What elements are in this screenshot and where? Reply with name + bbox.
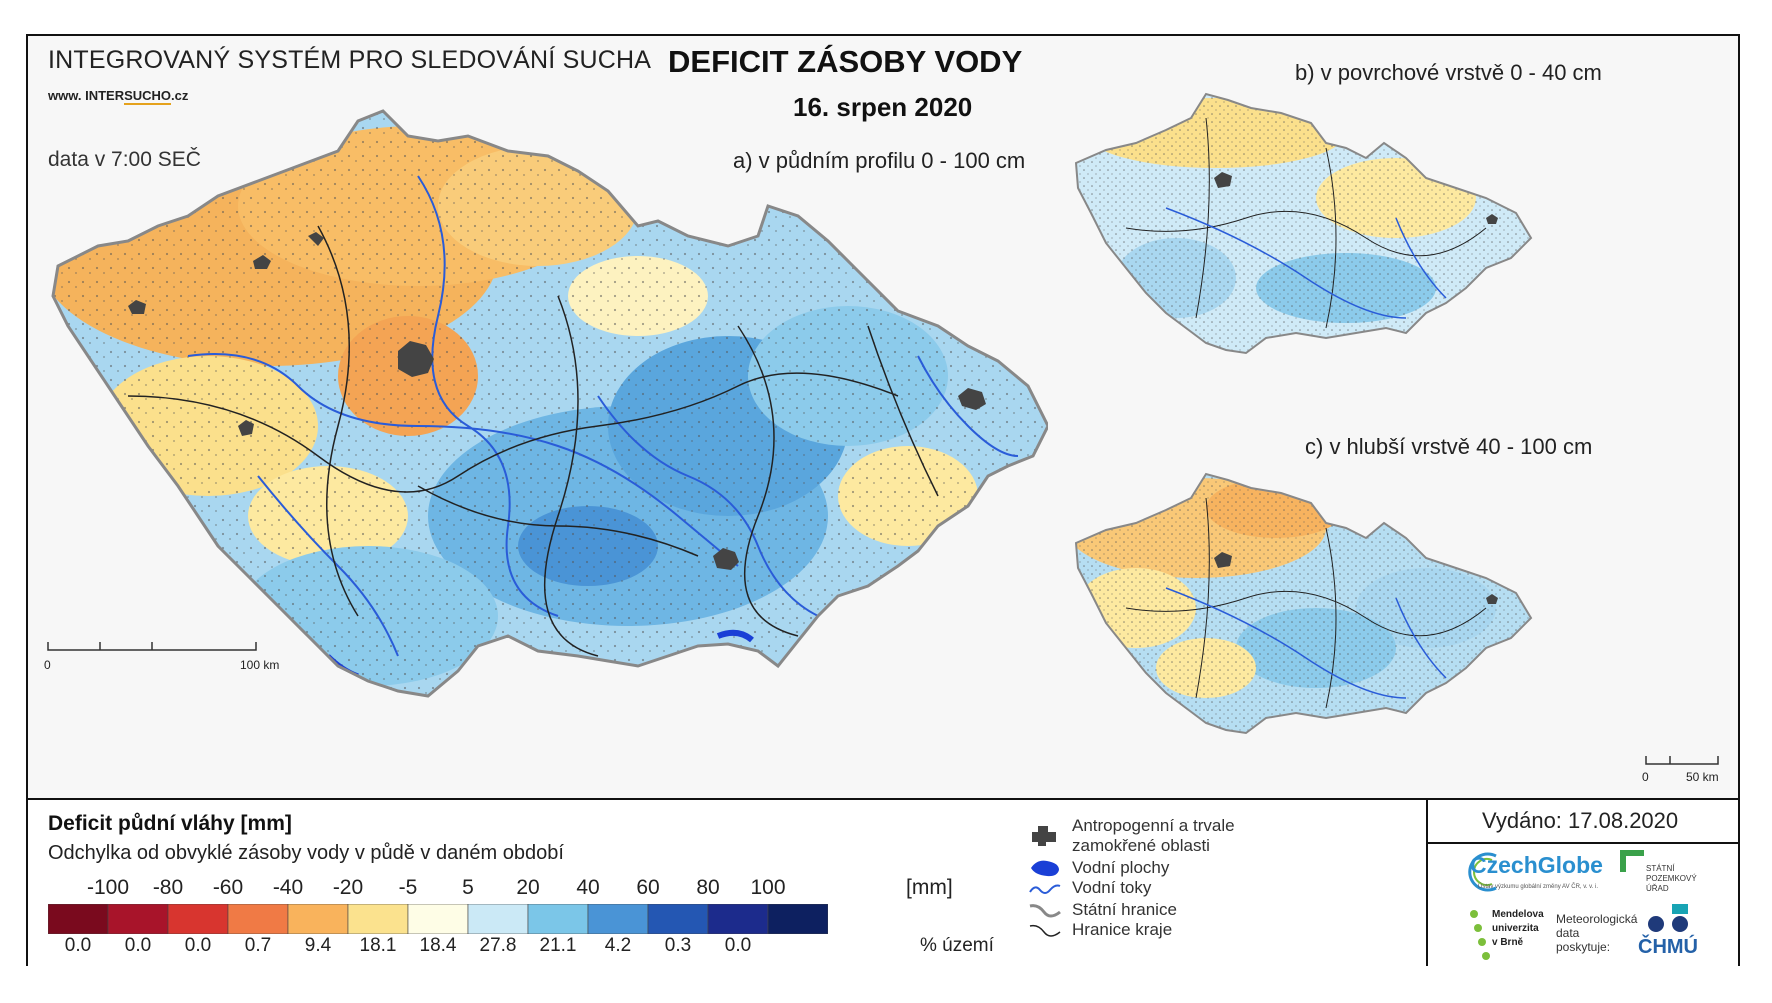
water-body-icon [1031, 860, 1059, 877]
legend-tick: -5 [398, 876, 418, 899]
mendel-line-2: univerzita [1492, 923, 1539, 934]
scale-bar-small [1645, 756, 1719, 765]
map-a-label: a) v půdním profilu 0 - 100 cm [733, 148, 1026, 173]
url-brand-b: SUCHO [124, 88, 172, 105]
colorbar-segment [227, 904, 289, 934]
czechglobe-subtitle: Ústav výzkumu globální změny AV ČR, v. v… [1478, 884, 1599, 890]
met-line-2: data [1556, 926, 1580, 940]
legend-pct-unit: % území [920, 935, 994, 956]
map-a [51, 109, 1048, 698]
legend-tick: 20 [516, 876, 540, 899]
mendel-logo-icon [1470, 910, 1490, 960]
map-b-label: b) v povrchové vrstvě 0 - 40 cm [1295, 60, 1602, 85]
met-data-note: Meteorologická data poskytuje: [1556, 912, 1637, 954]
legend-title: Deficit půdní vláhy [mm] [48, 812, 292, 835]
legend-tick: 100 [750, 876, 786, 899]
legend-percentage: 9.4 [304, 935, 332, 956]
legend-percentage: 0.0 [184, 935, 212, 956]
chmu-logo: ČHMÚ [1638, 936, 1698, 958]
legend-percentage: 27.8 [479, 935, 517, 956]
czechglobe-logo-icon [1468, 852, 1497, 892]
legend-percentage: 0.0 [724, 935, 752, 956]
mendel-line-3: v Brně [1492, 937, 1524, 948]
chmu-logo-icon [1648, 904, 1688, 932]
colorbar-segment [107, 904, 169, 934]
legend-percentage: 18.4 [419, 935, 457, 956]
system-title: INTEGROVANÝ SYSTÉM PRO SLEDOVÁNÍ SUCHA [48, 46, 652, 74]
colorbar-segment [167, 904, 229, 934]
issued-divider [1428, 842, 1738, 844]
colorbar-segment [647, 904, 709, 934]
spu-line-1: STÁTNÍ [1646, 864, 1675, 873]
legend-colorbar [48, 904, 828, 934]
colorbar-segment [527, 904, 589, 934]
map-frame: INTEGROVANÝ SYSTÉM PRO SLEDOVÁNÍ SUCHA w… [26, 34, 1740, 968]
czechglobe-logo: CzechGlobe [1470, 852, 1603, 878]
colorbar-segment [467, 904, 529, 934]
legend-tick: -20 [332, 876, 364, 899]
map-b [1074, 92, 1533, 355]
symbol-river-label: Vodní toky [1072, 878, 1152, 897]
legend-subtitle: Odchylka od obvyklé zásoby vody v půdě v… [48, 842, 564, 864]
legend-percentage: 0.0 [124, 935, 152, 956]
legend-panel: Deficit půdní vláhy [mm] Odchylka od obv… [28, 798, 1738, 968]
colorbar-segment [287, 904, 349, 934]
legend-percentage: 4.2 [604, 935, 632, 956]
scale-main-start: 0 [44, 658, 51, 672]
scale-bar-main [47, 642, 257, 651]
spu-line-3: ÚŘAD [1646, 884, 1669, 893]
legend-percentage: 0.7 [244, 935, 272, 956]
symbol-region-border-label: Hranice kraje [1072, 920, 1173, 939]
symbol-urban-label-1: Antropogenní a trvale [1072, 816, 1235, 835]
scale-small-end: 50 km [1686, 770, 1719, 784]
map-c [1074, 472, 1533, 735]
spu-line-2: POZEMKOVÝ [1646, 874, 1697, 883]
urban-area-icon [1032, 826, 1056, 846]
colorbar-segment [707, 904, 769, 934]
legend-tick-unit: [mm] [906, 876, 953, 899]
legend-tick: -60 [212, 876, 244, 899]
issued-box: Vydáno: 17.08.2020 CzechGlobe Ústav výzk… [1426, 800, 1738, 966]
legend-percentage: 21.1 [539, 935, 577, 956]
legend-percentage: 0.0 [64, 935, 92, 956]
map-date: 16. srpen 2020 [793, 92, 973, 122]
legend-tick: -80 [152, 876, 184, 899]
river-icon [1029, 884, 1061, 894]
met-line-3: poskytuje: [1556, 940, 1611, 954]
scale-main-end: 100 km [240, 658, 280, 672]
symbol-urban-label-2: zamokřené oblasti [1072, 836, 1210, 855]
spu-logo-icon [1620, 850, 1644, 872]
url-prefix: www. [48, 88, 82, 103]
url-suffix: .cz [171, 88, 189, 103]
legend-tick: 80 [696, 876, 720, 899]
url-brand-a: INTER [85, 88, 125, 103]
spu-logo: STÁTNÍ POZEMKOVÝ ÚŘAD [1646, 864, 1697, 894]
colorbar-segment [587, 904, 649, 934]
symbol-state-border-label: Státní hranice [1072, 900, 1177, 919]
symbol-water-label: Vodní plochy [1072, 858, 1170, 877]
main-title: DEFICIT ZÁSOBY VODY [668, 44, 1023, 79]
legend-percentage: 0.3 [664, 935, 692, 956]
legend-tick: -40 [272, 876, 304, 899]
mendel-line-1: Mendelova [1492, 909, 1544, 920]
data-time: data v 7:00 SEČ [48, 148, 201, 171]
legend-tick: 5 [462, 876, 474, 899]
colorbar-segment [407, 904, 469, 934]
website-url[interactable]: www. INTERSUCHO.cz [48, 88, 189, 105]
colorbar-segment [767, 904, 828, 934]
colorbar-segment [347, 904, 409, 934]
legend-tick: -100 [86, 876, 130, 899]
issued-date: Vydáno: 17.08.2020 [1482, 808, 1679, 833]
symbol-legend: Antropogenní a trvale zamokřené oblasti … [1028, 816, 1288, 966]
scale-small-start: 0 [1642, 770, 1649, 784]
mendel-logo: Mendelova univerzita v Brně [1492, 908, 1544, 950]
legend-tick: 60 [636, 876, 660, 899]
map-c-label: c) v hlubší vrstvě 40 - 100 cm [1305, 434, 1593, 459]
region-border-icon [1029, 924, 1061, 937]
met-line-1: Meteorologická [1556, 912, 1638, 926]
state-border-icon [1029, 904, 1061, 918]
colorbar-segment [48, 904, 109, 934]
legend-tick: 40 [576, 876, 600, 899]
legend-percentage: 18.1 [359, 935, 397, 956]
